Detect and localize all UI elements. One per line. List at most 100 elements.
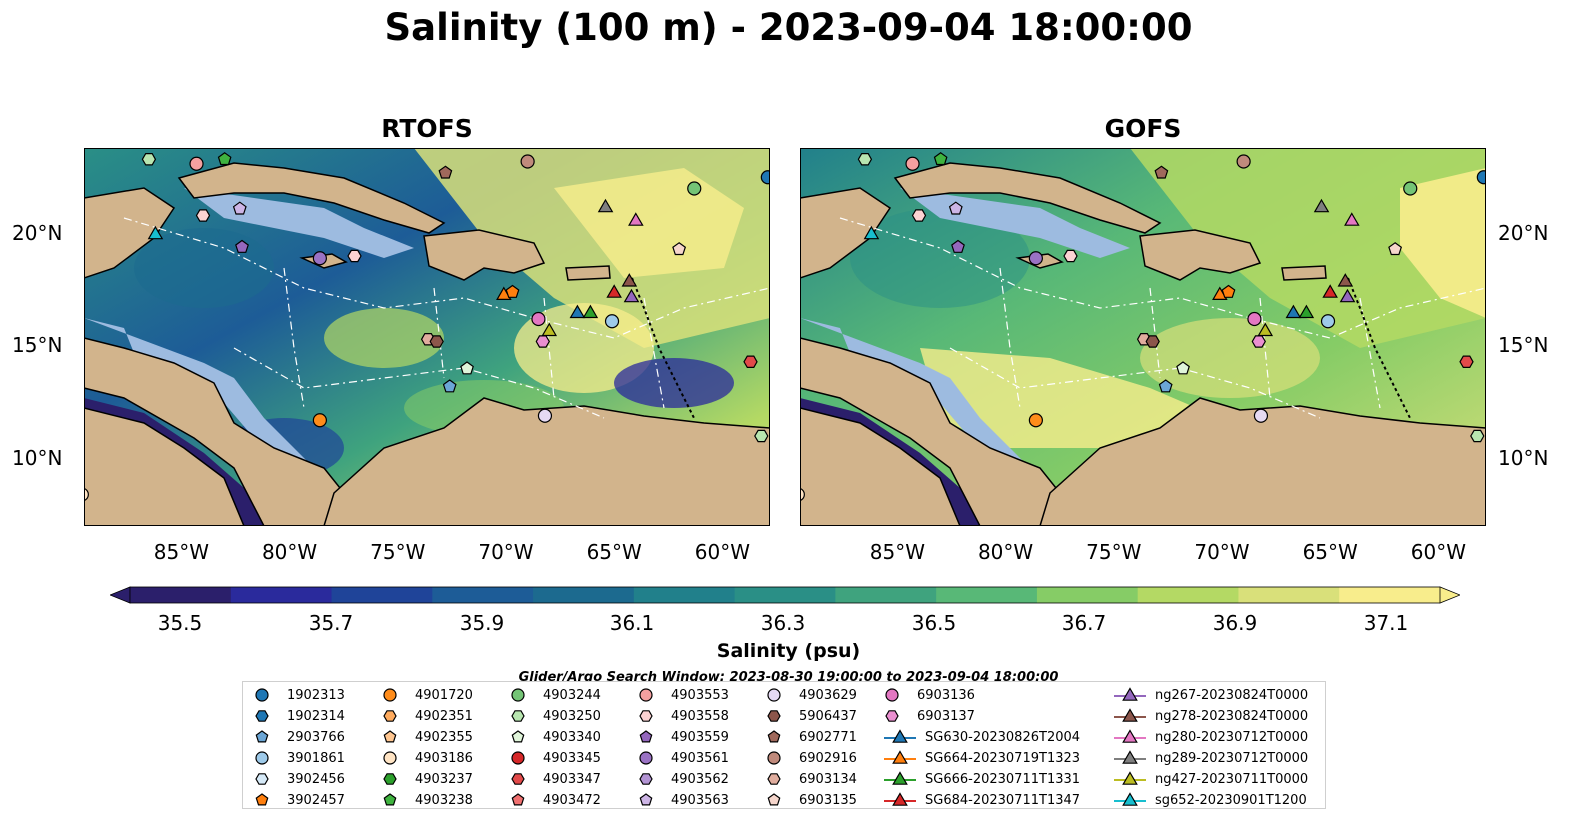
legend-label: sg652-20230901T1200 bbox=[1155, 793, 1307, 808]
legend-marker bbox=[511, 730, 525, 743]
observation-marker-3901861 bbox=[1320, 314, 1336, 329]
legend-marker-icon bbox=[639, 793, 653, 806]
legend-label: 6902771 bbox=[799, 730, 857, 745]
lat-tick-label-left: 20°N bbox=[12, 220, 63, 245]
legend-marker bbox=[383, 773, 397, 785]
colorbar-tick-label: 35.7 bbox=[308, 611, 354, 635]
rtofs-map[interactable] bbox=[84, 148, 770, 526]
observation-marker-6903136 bbox=[1247, 311, 1262, 327]
observation-marker-4903559 bbox=[951, 239, 965, 253]
observation-marker-3901861 bbox=[604, 314, 620, 329]
lon-tick-label: 85°W bbox=[153, 540, 209, 564]
legend-label: 2903766 bbox=[287, 730, 345, 745]
legend-marker bbox=[255, 688, 269, 702]
observation-marker-ng289-20230712T0000 bbox=[597, 198, 614, 213]
legend-marker-icon bbox=[1114, 729, 1146, 743]
observation-marker-2903766 bbox=[1158, 379, 1173, 393]
eddy bbox=[134, 228, 274, 308]
legend-marker bbox=[511, 710, 525, 722]
observation-marker-4903238 bbox=[933, 152, 948, 166]
legend-marker-icon bbox=[383, 710, 397, 722]
legend-label: 4903561 bbox=[671, 751, 729, 766]
legend-label: 4903562 bbox=[671, 772, 729, 787]
observation-marker-4903340 bbox=[460, 361, 474, 375]
legend-marker bbox=[639, 773, 653, 785]
map-frame bbox=[84, 148, 770, 526]
observation-marker-4903629 bbox=[537, 408, 553, 423]
legend-label: 6903137 bbox=[917, 709, 975, 724]
lon-tick-label: 60°W bbox=[694, 540, 750, 564]
legend-label: 4903340 bbox=[543, 730, 601, 745]
observation-marker-sg652-20230901T1200 bbox=[147, 225, 164, 240]
legend-label: 6903134 bbox=[799, 772, 857, 787]
legend-marker bbox=[383, 710, 397, 722]
legend-marker bbox=[511, 793, 525, 806]
observation-marker-4903558 bbox=[911, 209, 927, 222]
legend-marker bbox=[1122, 771, 1138, 785]
observation-marker-6902916 bbox=[520, 154, 535, 169]
legend-marker-icon bbox=[255, 773, 269, 785]
legend-marker bbox=[892, 729, 908, 743]
observation-marker-4903563 bbox=[948, 201, 963, 215]
legend-label: ng427-20230711T0000 bbox=[1155, 772, 1309, 787]
rtofs-panel-title: RTOFS bbox=[381, 114, 473, 143]
lat-tick-label-left: 10°N bbox=[12, 445, 63, 470]
observation-marker-4903340 bbox=[1176, 361, 1190, 375]
legend-marker bbox=[767, 710, 781, 722]
legend-marker-icon bbox=[639, 751, 653, 765]
legend-marker-icon bbox=[767, 688, 781, 702]
observation-marker-4903563 bbox=[232, 201, 247, 215]
legend-marker bbox=[255, 730, 269, 743]
legend-marker bbox=[767, 688, 781, 702]
legend-marker bbox=[383, 793, 397, 806]
observation-marker-4903250 bbox=[1470, 429, 1485, 443]
legend-label: 6903136 bbox=[917, 688, 975, 703]
legend-label: 6902916 bbox=[799, 751, 857, 766]
observation-marker-4903244 bbox=[687, 181, 702, 196]
observation-marker-sg652-20230901T1200 bbox=[863, 225, 880, 240]
legend-marker bbox=[639, 730, 653, 743]
observation-marker-6903135 bbox=[672, 242, 687, 256]
legend-marker-icon bbox=[884, 792, 916, 806]
fresh-eddy bbox=[614, 358, 734, 408]
hispaniola-land bbox=[423, 229, 546, 281]
legend-marker bbox=[383, 688, 397, 702]
observation-marker-ng278-20230824T0000 bbox=[1337, 273, 1354, 287]
colorbar-segment bbox=[432, 587, 534, 603]
legend-marker-icon bbox=[255, 710, 269, 722]
gofs-map[interactable] bbox=[800, 148, 1486, 526]
observation-marker-SG666-20230711T1331 bbox=[582, 304, 599, 319]
legend-label: SG684-20230711T1347 bbox=[925, 793, 1081, 808]
observation-markers bbox=[84, 152, 770, 502]
colorbar bbox=[110, 586, 1460, 604]
legend-marker-icon bbox=[383, 773, 397, 785]
legend-label: ng267-20230824T0000 bbox=[1155, 688, 1309, 703]
legend-marker-icon bbox=[767, 751, 781, 765]
legend-label: 4903559 bbox=[671, 730, 729, 745]
colorbar-segment bbox=[331, 587, 433, 603]
observation-marker-6902771 bbox=[438, 165, 453, 179]
central-america-land bbox=[800, 337, 1092, 526]
observation-marker-4903553 bbox=[905, 156, 920, 171]
legend-label: 4903558 bbox=[671, 709, 729, 724]
legend-marker-icon bbox=[639, 688, 653, 702]
lon-tick-label: 80°W bbox=[261, 540, 318, 564]
puerto-rico-land bbox=[1281, 265, 1327, 281]
observation-marker-SG630-20230826T2004 bbox=[569, 304, 586, 319]
legend-marker bbox=[511, 688, 525, 702]
legend-marker-icon bbox=[255, 730, 269, 743]
colorbar-max-extend bbox=[1439, 586, 1460, 604]
colorbar-segment bbox=[1137, 587, 1239, 603]
lon-tick-label: 65°W bbox=[586, 540, 642, 564]
puerto-rico-land bbox=[565, 265, 611, 281]
colorbar-tick-label: 35.9 bbox=[459, 611, 505, 635]
legend-label: 4903563 bbox=[671, 793, 729, 808]
lon-tick-label: 60°W bbox=[1410, 540, 1466, 564]
legend-marker bbox=[255, 773, 269, 785]
observation-marker-3902457 bbox=[1221, 284, 1236, 298]
observation-marker-4903558 bbox=[195, 209, 211, 222]
legend-label: 3902456 bbox=[287, 772, 345, 787]
colorbar-segment bbox=[633, 587, 736, 603]
lon-tick-label: 80°W bbox=[977, 540, 1034, 564]
south-america-land bbox=[323, 397, 770, 526]
